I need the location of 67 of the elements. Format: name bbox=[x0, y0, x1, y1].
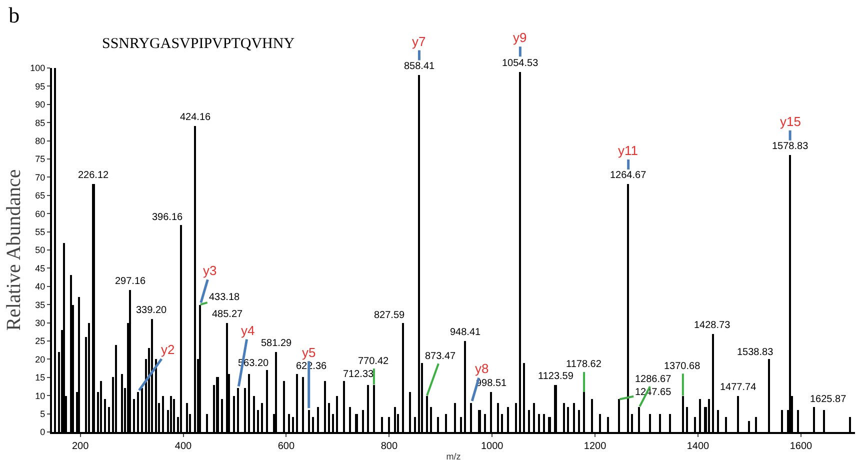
x-tick-label: 800 bbox=[380, 441, 398, 452]
x-tick-label: 600 bbox=[278, 441, 295, 452]
annotation: y5 bbox=[302, 345, 316, 360]
annotation: 424.16 bbox=[180, 112, 212, 123]
annotation: 226.12 bbox=[78, 170, 110, 181]
y-tick-label: 0 bbox=[40, 427, 46, 438]
y-tick-label: 40 bbox=[35, 282, 46, 292]
annotation: 948.41 bbox=[450, 327, 482, 338]
x-tick-label: 200 bbox=[72, 441, 90, 452]
annotation: y9 bbox=[513, 30, 527, 45]
y-tick-label: 70 bbox=[35, 172, 46, 182]
y-tick-label: 100 bbox=[30, 63, 46, 74]
y-tick-label: 75 bbox=[35, 154, 46, 164]
annotation: y2 bbox=[161, 342, 175, 357]
annotation: 827.59 bbox=[374, 310, 406, 321]
annotation: 1178.62 bbox=[566, 359, 602, 370]
annotation: y8 bbox=[475, 361, 489, 376]
annotation: 1054.53 bbox=[502, 58, 539, 69]
x-tick-label: 1600 bbox=[790, 441, 813, 452]
x-axis-title: m/z bbox=[446, 451, 462, 462]
annotation: 1538.83 bbox=[737, 347, 774, 358]
text: SSNRYGASVPIPVPTQVHNY bbox=[102, 36, 295, 52]
annotation: 1123.59 bbox=[538, 371, 574, 382]
y-tick-label: 65 bbox=[35, 190, 46, 201]
y-tick-label: 85 bbox=[35, 118, 46, 128]
annotation: 1264.67 bbox=[610, 170, 647, 181]
x-tick-label: 1200 bbox=[584, 441, 607, 452]
y-tick-label: 10 bbox=[35, 390, 46, 401]
y-axis-title: Relative Abundance bbox=[3, 169, 26, 331]
y-tick-label: 80 bbox=[35, 136, 46, 146]
annotation: 1578.83 bbox=[772, 141, 809, 152]
annotation: 581.29 bbox=[261, 338, 292, 349]
annotation: 297.16 bbox=[115, 276, 146, 287]
y-tick-label: 30 bbox=[35, 318, 46, 328]
annotation: y3 bbox=[203, 263, 217, 278]
annotation: 396.16 bbox=[152, 212, 184, 223]
y-tick-label: 55 bbox=[35, 226, 46, 237]
x-tick-label: 400 bbox=[174, 441, 192, 452]
annotation: y4 bbox=[241, 323, 255, 338]
annotation: 433.18 bbox=[209, 292, 240, 303]
y-tick-label: 35 bbox=[35, 300, 46, 310]
chart-title: b bbox=[8, 2, 20, 28]
y-tick-label: 95 bbox=[35, 81, 46, 92]
x-tick-label: 1000 bbox=[480, 441, 504, 452]
y-tick-label: 15 bbox=[35, 372, 46, 383]
annotation: 858.41 bbox=[404, 61, 436, 72]
annotation: 770.42 bbox=[358, 356, 390, 367]
annotation: 1428.73 bbox=[694, 320, 731, 331]
annotation: 339.20 bbox=[136, 305, 168, 316]
y-tick-label: 50 bbox=[35, 245, 46, 256]
annotation: 1286.67 bbox=[635, 374, 672, 385]
y-tick-label: 20 bbox=[35, 354, 46, 364]
annotation: 712.33 bbox=[343, 369, 374, 380]
annotation: 1625.87 bbox=[810, 394, 847, 405]
y-tick-label: 45 bbox=[35, 263, 46, 274]
annotation: 1370.68 bbox=[664, 361, 701, 372]
y-tick-label: 5 bbox=[40, 408, 46, 419]
x-tick-label: 1400 bbox=[686, 441, 710, 452]
annotation: y7 bbox=[412, 34, 426, 49]
annotation: 1477.74 bbox=[720, 382, 757, 393]
annotation: y15 bbox=[780, 114, 801, 129]
y-tick-label: 60 bbox=[35, 208, 46, 219]
y-tick-label: 25 bbox=[35, 336, 46, 346]
y-tick-label: 90 bbox=[35, 100, 46, 110]
annotation: y11 bbox=[618, 143, 638, 158]
annotation: 873.47 bbox=[425, 351, 456, 362]
annotation: 485.27 bbox=[212, 309, 244, 320]
